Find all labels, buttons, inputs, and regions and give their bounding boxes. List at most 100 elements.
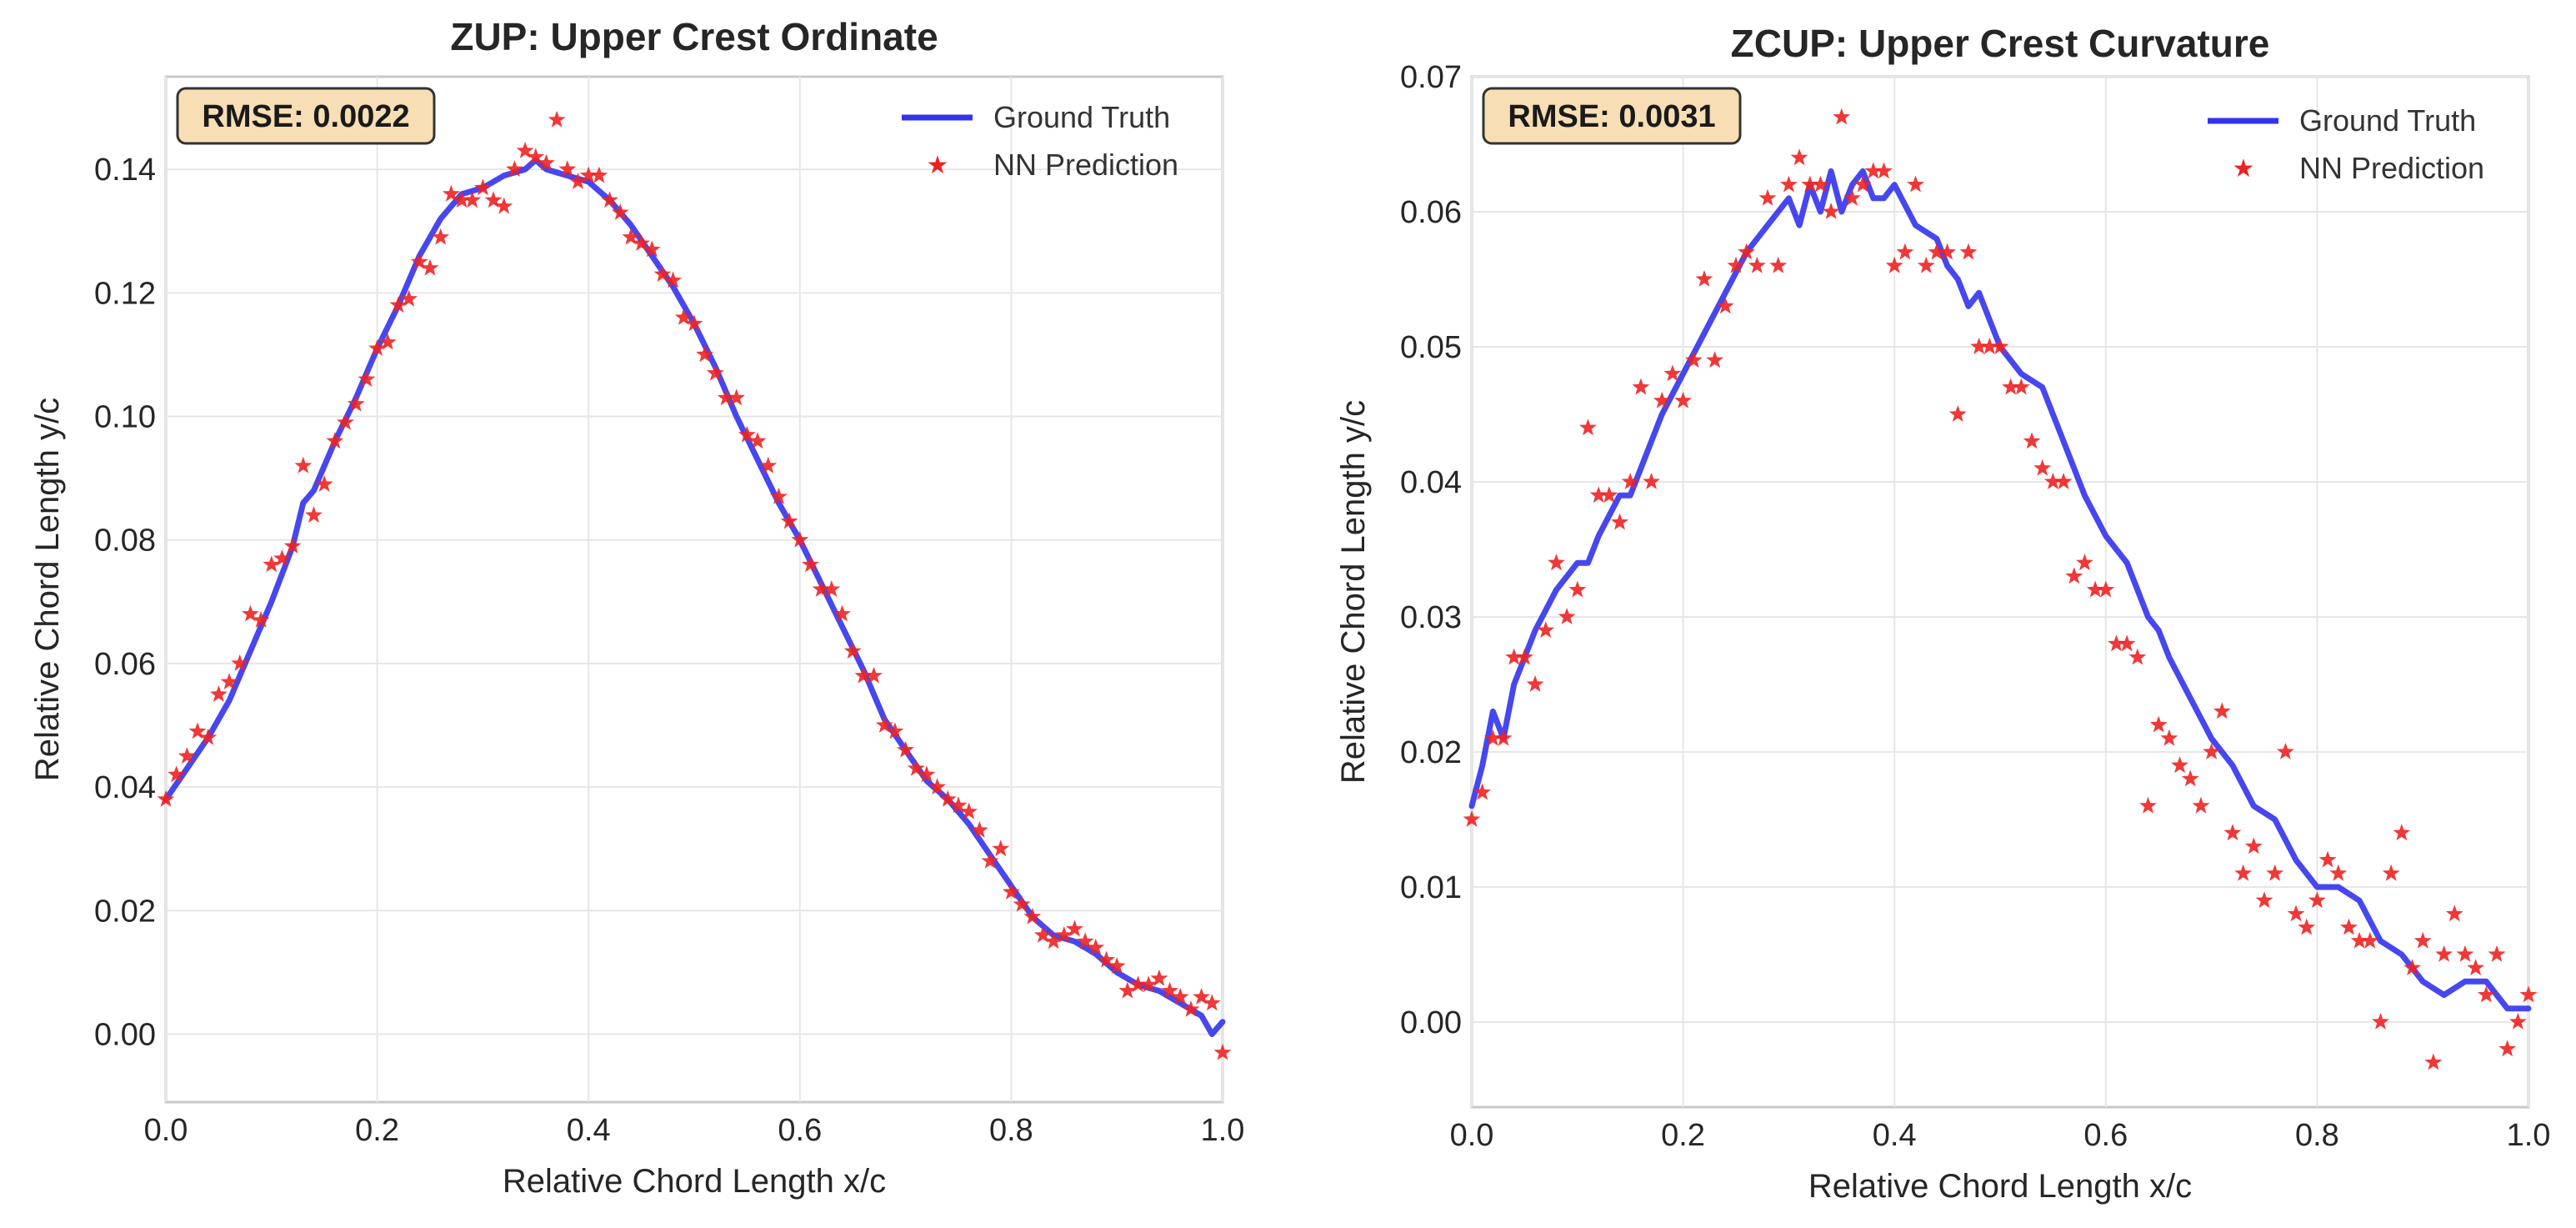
nn-prediction-point [1643,473,1660,489]
nn-prediction-point [273,549,291,566]
nn-prediction-point [2372,1012,2389,1030]
nn-prediction-point [579,166,598,183]
nn-prediction-point [2413,931,2432,949]
nn-prediction-point [421,258,439,276]
chart-title-zup: ZUP: Upper Crest Ordinate [450,15,938,58]
nn-prediction-point [748,432,767,449]
nn-prediction-point [188,722,207,739]
nn-prediction-point [473,178,492,196]
nn-prediction-point [2276,743,2294,759]
nn-prediction-point [759,456,778,474]
nn-prediction-point [1087,938,1105,955]
nn-prediction-point [1885,256,1903,273]
nn-prediction-point [2266,864,2284,881]
rmse-box-zcup: RMSE: 0.0031 [1482,87,1742,145]
nn-prediction-point [2287,905,2305,922]
nn-prediction-point [938,789,957,807]
nn-prediction-point [1748,256,1766,273]
nn-prediction-point [674,308,693,325]
y-tick-label: 0.00 [94,1017,156,1052]
nn-prediction-point [1991,338,2009,354]
nn-prediction-point [1161,981,1179,999]
legend-label-ground-truth-zcup: Ground Truth [2299,103,2476,138]
y-tick-label: 0.02 [1400,735,1462,770]
nn-prediction-point [2203,743,2221,759]
x-ticks-zcup: 0.0 0.2 0.4 0.6 0.8 1.0 [1450,1118,2551,1153]
nn-prediction-point [1055,925,1073,943]
nn-prediction-point [1066,920,1083,937]
nn-prediction-point [2023,432,2041,449]
nn-prediction-point [2128,648,2147,665]
legend-star-swatch-zup: ★ [927,151,949,180]
nn-prediction-point [918,765,936,783]
nn-prediction-point [442,184,460,202]
nn-prediction-point [358,370,376,387]
nn-prediction-point [1769,256,1788,273]
nn-prediction-point [611,203,629,220]
nn-prediction-point [1801,175,1819,193]
nn-prediction-point [2498,1040,2517,1057]
nn-prediction-point [2340,918,2358,935]
nn-prediction-point [1758,188,1777,206]
legend-label-ground-truth-zup: Ground Truth [993,100,1170,134]
nn-prediction-point [706,363,724,381]
nn-prediction-point [2108,634,2125,652]
nn-prediction-point [1875,162,1893,179]
series-line-zcup [1468,168,2532,1012]
nn-prediction-point [2181,769,2199,787]
nn-prediction-point [506,160,523,177]
y-ticks-zup: 0.00 0.02 0.04 0.06 0.08 0.10 0.12 0.14 [94,153,156,1052]
nn-prediction-point [263,555,281,573]
y-tick-label: 0.05 [1400,330,1462,365]
gridlines-zup [165,77,1223,1102]
nn-prediction-point [812,580,830,597]
nn-prediction-point [178,747,196,764]
nn-prediction-point [199,728,218,745]
nn-prediction-point [1203,994,1221,1011]
nn-prediction-point [875,716,893,733]
nn-prediction-point [1948,405,1967,422]
nn-prediction-point [569,173,587,189]
nn-prediction-point [886,722,904,739]
nn-prediction-point [1938,243,1957,260]
x-tick-label: 0.0 [144,1113,188,1148]
nn-prediction-point [633,234,651,251]
plot-area-zcup [1470,75,2530,1109]
nn-prediction-point [1790,148,1808,166]
x-tick-label: 0.2 [355,1113,399,1148]
nn-prediction-point [854,666,873,684]
nn-prediction-point [1023,907,1042,925]
nn-prediction-point [294,456,313,474]
nn-prediction-point [907,759,925,776]
nn-prediction-point [960,802,978,820]
y-tick-label: 0.08 [94,524,156,559]
nn-prediction-point [1684,351,1703,368]
nn-prediction-point [231,654,249,671]
x-axis-label-zup: Relative Chord Length x/c [503,1163,886,1200]
x-tick-label: 0.8 [989,1113,1033,1148]
nn-prediction-point [2298,918,2316,935]
nn-prediction-point [791,530,809,548]
nn-prediction-point [865,666,883,684]
nn-prediction-point [2192,796,2210,814]
rmse-box-background-zup [176,87,436,145]
nn-prediction-point [833,604,851,622]
rmse-box-background-zcup [1482,87,1742,145]
nn-prediction-point [453,191,471,208]
nn-prediction-point [1098,950,1115,968]
x-tick-label: 0.6 [778,1113,822,1148]
nn-prediction-point [220,673,238,689]
legend-label-nn-prediction-zup: NN Prediction [993,148,1178,182]
nn-prediction-point [664,271,683,288]
nn-prediction-point [2043,473,2062,489]
nn-prediction-point [2318,850,2337,868]
nn-prediction-point [843,642,862,659]
nn-prediction-point [1843,188,1861,206]
nn-prediction-point [168,765,186,783]
x-ticks-zup: 0.0 0.2 0.4 0.6 0.8 1.0 [144,1113,1245,1148]
nn-prediction-point [1558,608,1576,624]
nn-prediction-point [315,475,333,492]
nn-prediction-point [2160,729,2178,746]
nn-prediction-point [770,487,788,504]
